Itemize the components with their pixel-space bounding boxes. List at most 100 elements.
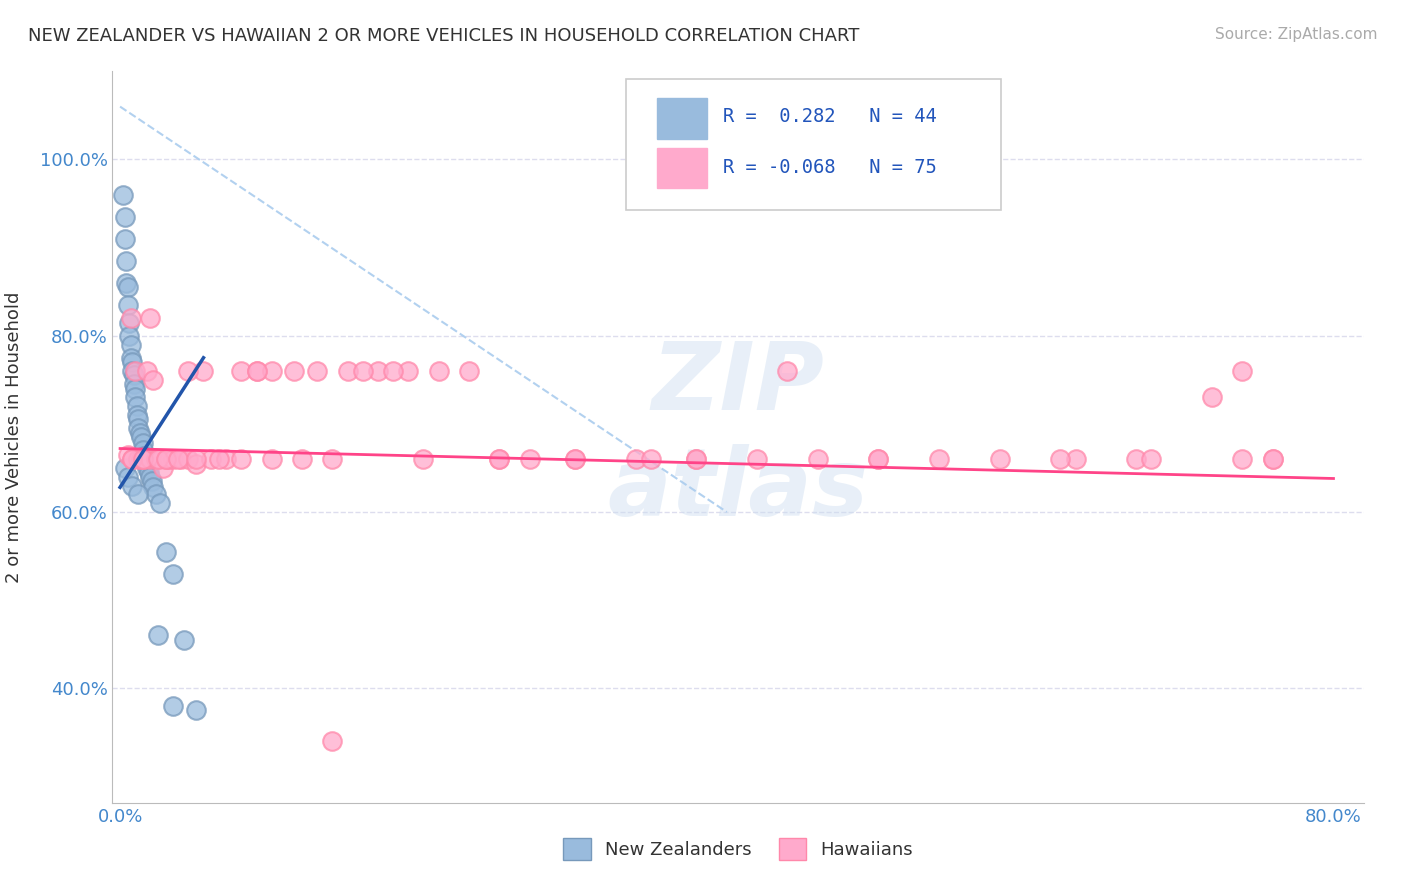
Point (124, 382, 146, 396)
Point (152, 461, 174, 475)
Point (145, 452, 167, 467)
Point (427, 364, 450, 378)
Point (1261, 452, 1284, 467)
Point (367, 364, 389, 378)
Point (120, 337, 142, 351)
Point (170, 452, 193, 467)
Point (193, 364, 215, 378)
Point (146, 628, 169, 642)
Point (121, 364, 143, 378)
Point (1049, 452, 1071, 467)
Text: NEW ZEALANDER VS HAWAIIAN 2 OR MORE VEHICLES IN HOUSEHOLD CORRELATION CHART: NEW ZEALANDER VS HAWAIIAN 2 OR MORE VEHI… (28, 27, 859, 45)
Point (200, 452, 222, 467)
Point (114, 232, 136, 246)
Point (208, 452, 231, 467)
Point (640, 452, 662, 467)
Point (177, 452, 200, 467)
Point (141, 474, 163, 488)
Point (115, 253, 138, 268)
Point (488, 452, 510, 467)
Point (115, 276, 138, 290)
Point (1201, 391, 1223, 405)
Point (1232, 452, 1254, 467)
Point (135, 456, 157, 470)
Point (129, 452, 152, 467)
Point (117, 298, 139, 312)
Point (155, 452, 177, 467)
Point (1064, 452, 1087, 467)
Point (114, 210, 136, 224)
Y-axis label: 2 or more Vehicles in Household: 2 or more Vehicles in Household (6, 292, 22, 582)
Point (173, 632, 195, 647)
Point (128, 425, 150, 440)
Point (1232, 364, 1254, 378)
Bar (657, 98, 707, 138)
Point (120, 351, 142, 365)
Point (134, 452, 156, 467)
Point (807, 452, 830, 467)
Point (291, 452, 314, 467)
Point (136, 461, 159, 475)
Point (134, 450, 156, 464)
Point (127, 452, 149, 467)
Point (121, 452, 143, 467)
Point (162, 452, 184, 467)
Point (122, 368, 145, 383)
Point (112, 187, 135, 202)
Point (184, 457, 207, 471)
Point (132, 443, 155, 458)
Point (117, 469, 139, 483)
Point (155, 452, 177, 467)
Point (117, 448, 139, 462)
Point (132, 436, 155, 450)
Point (685, 452, 707, 467)
Point (118, 328, 141, 343)
Point (120, 311, 142, 326)
Bar (657, 148, 707, 188)
Point (868, 452, 890, 467)
Point (145, 487, 167, 501)
Point (868, 452, 890, 467)
Text: ZIP
atlas: ZIP atlas (607, 338, 869, 536)
Point (118, 316, 141, 330)
Point (121, 452, 143, 467)
Point (125, 399, 148, 413)
Point (382, 364, 405, 378)
Point (307, 364, 329, 378)
Point (127, 412, 149, 426)
Point (988, 452, 1011, 467)
Point (321, 452, 343, 467)
Point (245, 364, 267, 378)
Point (564, 452, 586, 467)
Point (928, 452, 950, 467)
Point (148, 452, 170, 467)
Point (215, 452, 238, 467)
Point (519, 452, 541, 467)
Text: R =  0.282   N = 44: R = 0.282 N = 44 (723, 107, 936, 126)
Point (142, 373, 165, 387)
Point (776, 364, 799, 378)
Point (155, 544, 177, 558)
Point (114, 461, 136, 475)
Point (564, 452, 586, 467)
Point (139, 311, 162, 326)
Point (166, 452, 188, 467)
Point (352, 364, 374, 378)
Point (157, 452, 180, 467)
Text: R = -0.068   N = 75: R = -0.068 N = 75 (723, 159, 936, 178)
Point (139, 452, 162, 467)
Point (184, 703, 207, 717)
Point (685, 452, 707, 467)
Point (260, 364, 283, 378)
Point (121, 478, 143, 492)
Point (488, 452, 510, 467)
Point (125, 408, 148, 422)
Point (127, 421, 149, 435)
Point (231, 364, 253, 378)
Point (245, 364, 267, 378)
Point (122, 377, 145, 392)
Point (458, 364, 481, 378)
Point (136, 364, 159, 378)
Legend: New Zealanders, Hawaiians: New Zealanders, Hawaiians (557, 830, 920, 867)
Point (396, 364, 419, 378)
